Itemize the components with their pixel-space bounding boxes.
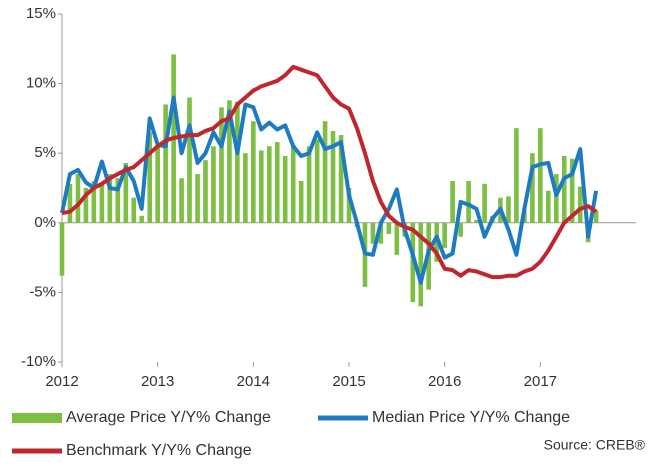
bar: [107, 174, 113, 223]
bar: [267, 146, 272, 223]
bar: [394, 222, 400, 255]
y-tick-label: 10%: [26, 75, 56, 92]
bar: [338, 135, 344, 223]
y-tick-label: -5%: [29, 283, 56, 300]
bar: [314, 139, 320, 223]
bar: [450, 181, 455, 223]
bar: [59, 222, 65, 276]
legend-swatch: [12, 413, 62, 423]
bar: [298, 181, 304, 223]
y-tick-label: -10%: [21, 353, 56, 370]
bar: [179, 178, 184, 223]
x-tick-label: 2013: [141, 373, 174, 390]
bar: [91, 181, 97, 223]
bar: [203, 160, 208, 223]
bar: [530, 153, 535, 223]
bar: [243, 153, 248, 223]
bar: [282, 155, 288, 223]
bar: [147, 132, 153, 223]
bar: [545, 190, 551, 223]
source-note: Source: CREB®: [544, 437, 646, 453]
bar: [83, 188, 89, 223]
bar: [466, 181, 471, 223]
bar: [99, 183, 105, 223]
bar: [514, 128, 519, 223]
bar: [211, 146, 216, 223]
x-tick-label: 2017: [524, 373, 557, 390]
bar: [482, 183, 487, 223]
bar: [506, 196, 511, 223]
bar: [131, 197, 137, 223]
bar: [187, 97, 192, 223]
bar: [115, 178, 121, 223]
bar: [75, 174, 81, 223]
bar: [67, 183, 73, 223]
legend-label: Median Price Y/Y% Change: [372, 409, 570, 426]
bar: [306, 146, 312, 223]
bar: [235, 101, 240, 223]
bar: [195, 174, 200, 223]
bar: [474, 220, 479, 223]
bar: [322, 121, 328, 223]
y-tick-label: 15%: [26, 5, 56, 22]
line-series: [60, 95, 599, 285]
bar: [219, 107, 224, 223]
bar: [410, 222, 416, 303]
bar: [274, 142, 280, 223]
bar: [538, 128, 543, 223]
y-tick-label: 0%: [34, 214, 56, 231]
line-series: [61, 64, 598, 280]
x-tick-label: 2012: [45, 373, 78, 390]
bar: [227, 100, 232, 223]
bar: [593, 210, 599, 223]
bar: [123, 162, 129, 223]
bar: [458, 222, 463, 237]
legend-label: Benchmark Y/Y% Change: [66, 442, 252, 459]
x-tick-label: 2016: [428, 373, 461, 390]
bar: [561, 155, 567, 223]
bar: [378, 222, 384, 244]
bar: [290, 144, 296, 223]
bar: [418, 222, 424, 307]
x-tick-label: 2015: [332, 373, 365, 390]
bar: [569, 158, 575, 223]
bar: [163, 104, 168, 223]
bar: [155, 146, 160, 223]
bar: [330, 130, 336, 223]
legend-label: Average Price Y/Y% Change: [66, 409, 271, 426]
bar: [442, 222, 447, 248]
bar: [554, 174, 559, 223]
bar: [370, 222, 376, 244]
bar: [251, 121, 256, 223]
bar: [139, 215, 144, 223]
bar: [577, 186, 583, 223]
bar: [346, 188, 352, 223]
y-tick-label: 5%: [34, 144, 56, 161]
bar: [386, 222, 392, 234]
bar: [258, 150, 264, 223]
x-tick-label: 2014: [237, 373, 270, 390]
